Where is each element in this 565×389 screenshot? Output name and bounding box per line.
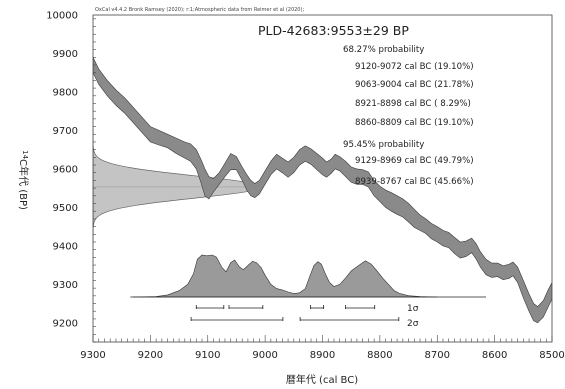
x-axis: 9300 9200 9100 9000 8900 8800 8700 8600 8500 [80,335,565,361]
prob-95-label: 95.45% probability [343,140,424,150]
x-tick-label: 9000 [252,350,277,361]
range-bar-68-4 [345,305,376,309]
y-tick-label: 9400 [53,241,78,252]
prob-95-range-1: 9129-8969 cal BC (49.79%) [355,156,474,166]
y-tick-label: 9200 [53,318,78,329]
x-tick-label: 9300 [80,350,105,361]
y-tick-label: 9800 [53,87,78,98]
probability-range-bars [190,305,400,321]
prob-95-range-2: 8939-8767 cal BC (45.66%) [355,177,474,187]
y-tick-label: 9500 [53,203,78,214]
y-axis: 9200 9300 9400 9500 9600 9700 9800 9900 10000 [46,11,96,343]
prob-68-range-2: 9063-9004 cal BC (21.78%) [355,80,474,90]
y-tick-label: 9700 [53,126,78,137]
range-bar-95-1 [190,317,284,321]
x-tick-label: 8900 [310,350,335,361]
calibrated-distribution-shape [133,254,438,298]
range-bar-68-3 [310,305,325,309]
calibration-curve-band [93,57,552,324]
prob-68-range-3: 8921-8898 cal BC ( 8.29%) [355,99,471,109]
y-axis-title-superscript: 14 [21,150,29,159]
prob-68-label: 68.27% probability [343,45,424,55]
calibration-curve [93,57,552,324]
prob-68-range-1: 9120-9072 cal BC (19.10%) [355,62,474,72]
plot-area [93,57,552,324]
y-axis-title-main: C年代 (BP) [17,159,30,210]
oxcal-header: OxCal v4.4.2 Bronk Ramsey (2020); r:1;At… [95,7,304,13]
y-tick-label: 9900 [53,49,78,60]
chart-title: PLD-42683:9553±29 BP [258,23,409,38]
y-axis-title: 14C年代 (BP) [17,150,30,210]
range-bar-68-1 [195,305,225,309]
sigma-2-label: 2σ [407,319,419,329]
y-tick-label: 9600 [53,164,78,175]
x-tick-label: 8600 [482,350,507,361]
range-bar-95-2 [299,317,400,321]
x-tick-label: 8700 [425,350,450,361]
calibrated-distribution [130,254,487,298]
y-tick-label: 9300 [53,280,78,291]
sigma-1-label: 1σ [407,304,419,314]
x-axis-title: 暦年代 (cal BC) [286,373,358,386]
prob-68-range-4: 8860-8809 cal BC (19.10%) [355,118,474,128]
x-tick-label: 8500 [539,350,564,361]
y-tick-label: 10000 [46,11,78,22]
x-tick-label: 9100 [195,350,220,361]
x-tick-label: 8800 [367,350,392,361]
range-bar-68-2 [228,305,264,309]
x-tick-label: 9200 [138,350,163,361]
